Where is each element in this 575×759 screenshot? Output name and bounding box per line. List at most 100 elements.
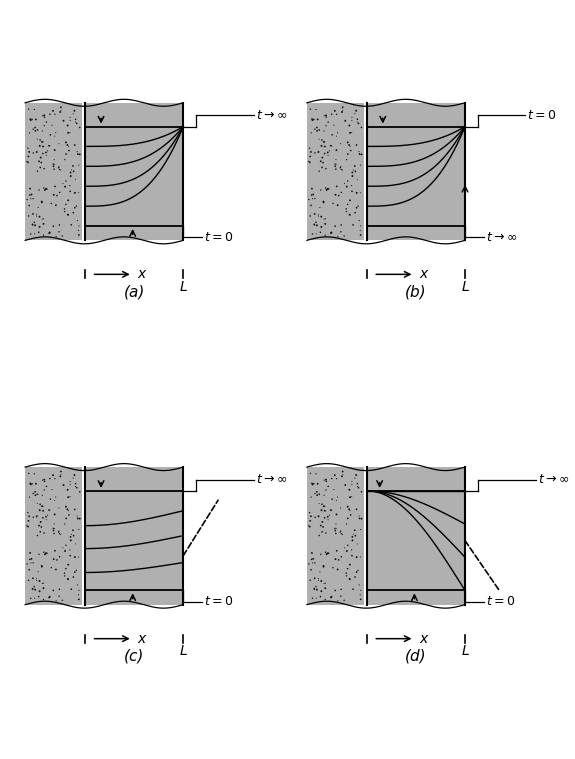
Point [71,480,80,493]
Point [39,229,48,241]
Point [343,501,352,513]
Point [320,512,329,524]
Point [75,486,85,498]
Point [342,518,351,530]
Point [34,226,43,238]
Point [322,184,331,196]
Point [331,518,340,530]
Point [37,500,47,512]
Point [352,139,361,151]
Point [60,570,70,582]
Point [60,153,70,165]
Point [314,575,323,587]
Point [69,530,78,542]
Point [62,175,71,187]
Point [28,583,37,595]
Point [38,213,47,225]
Point [336,526,345,538]
Point [334,595,343,607]
Point [30,228,39,240]
Point [319,560,328,572]
Bar [25,467,82,605]
Point [313,124,322,137]
Point [62,148,71,160]
Point [323,183,332,195]
Point [24,156,33,168]
Point [312,228,321,240]
Point [315,488,324,500]
Point [50,109,59,121]
Point [32,575,41,587]
Point [338,471,347,483]
Point [338,164,347,176]
Point [59,115,68,127]
Point [34,520,44,532]
Point [306,564,316,576]
Point [310,219,319,231]
Point [74,594,83,606]
Point [315,124,324,136]
Point [60,181,70,193]
Point [35,504,44,516]
Point [37,156,46,168]
Point [316,226,325,238]
Point [305,142,314,154]
Text: $t \rightarrow \infty$: $t \rightarrow \infty$ [485,231,517,244]
Point [321,162,331,175]
Point [332,130,341,142]
Point [330,105,339,117]
Point [331,189,340,201]
Point [45,504,54,516]
Point [60,203,69,215]
Point [345,573,354,585]
Point [51,563,60,575]
Point [25,553,34,565]
Point [64,491,73,503]
Point [39,213,48,225]
Point [37,197,47,209]
Point [342,570,351,582]
Point [63,209,72,221]
Point [336,162,345,174]
Point [357,121,366,134]
Point [317,210,326,222]
Point [33,565,43,578]
Point [355,512,364,524]
Point [309,113,319,125]
Point [70,503,79,515]
Point [309,188,318,200]
Point [69,165,78,178]
Point [336,525,345,537]
Point [321,582,330,594]
Point [46,493,55,505]
Point [25,546,34,559]
Point [346,573,355,585]
Point [317,162,327,174]
Point [355,589,365,601]
Point [58,230,67,242]
Point [320,147,329,159]
Point [48,119,57,131]
Point [58,594,67,606]
Point [29,487,38,499]
Point [332,522,341,534]
Point [305,156,315,168]
Point [350,571,359,583]
Bar [85,102,183,241]
Point [55,528,64,540]
Point [336,219,346,231]
Point [310,123,320,135]
Point [74,220,83,232]
Point [353,477,362,490]
Point [24,103,33,115]
Point [74,229,83,241]
Point [67,583,76,595]
Point [306,575,315,587]
Point [22,194,32,206]
Point [40,120,49,132]
Point [41,146,51,159]
Point [66,531,75,543]
Point [308,477,317,490]
Point [25,491,34,503]
Point [31,124,40,137]
